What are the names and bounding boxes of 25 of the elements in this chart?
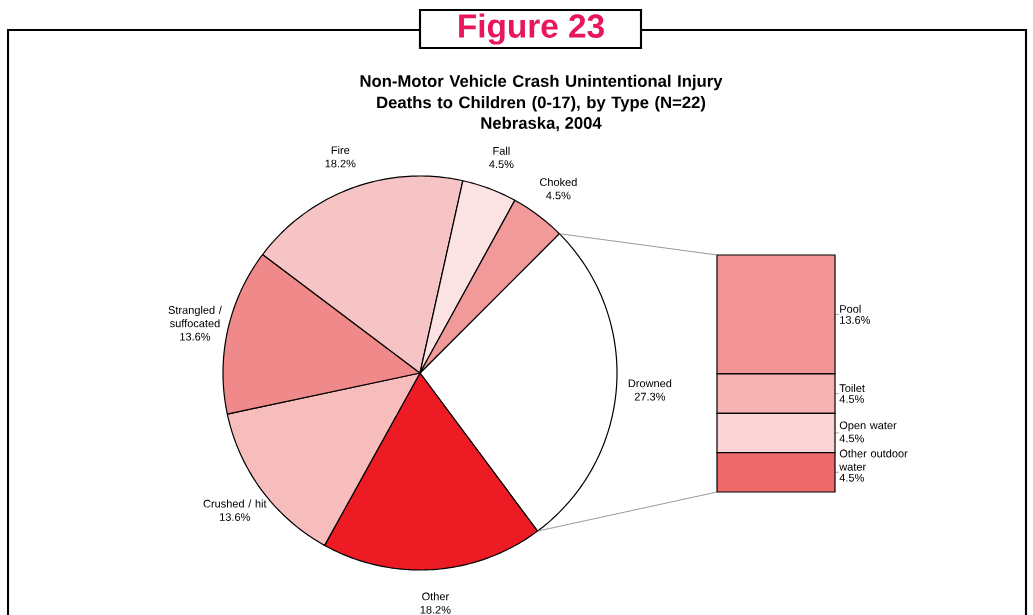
- data-label: 13.6%: [180, 332, 211, 341]
- chart-title: Non-Motor Vehicle Crash Unintentional Injury Deaths to Children (0-17), by Type (N=22): [360, 74, 723, 112]
- data-label: 4.5%: [839, 434, 864, 443]
- data-label: 18.2%: [420, 605, 451, 614]
- slice-label: Fire: [331, 146, 350, 155]
- data-label: 13.6%: [220, 513, 250, 521]
- caption: Figure 23: [459, 13, 604, 45]
- slice-label: Drowned: [628, 379, 672, 388]
- slice-label: Choked: [539, 177, 577, 187]
- data-label: 4.5%: [489, 160, 514, 169]
- series-label: Toilet: [839, 383, 865, 393]
- series-label: Other outdoor water: [839, 449, 908, 471]
- data-label: 27.3%: [634, 392, 666, 401]
- slice-label: Crushed / hit: [203, 499, 267, 508]
- data-label: 13.6%: [840, 316, 871, 324]
- data-label: 4.5%: [546, 191, 571, 200]
- data-label: 18.2%: [325, 159, 356, 168]
- series-label: Pool: [840, 304, 861, 313]
- slice-label: Strangled / suffocated: [168, 305, 222, 328]
- series-label: Open water: [839, 421, 897, 432]
- slice-label: Other: [422, 592, 449, 601]
- data-label: 4.5%: [839, 473, 864, 482]
- data-label: 4.5%: [839, 395, 864, 403]
- chart-subtitle: Nebraska, 2004: [481, 116, 602, 132]
- slice-label: Fall: [493, 146, 510, 155]
